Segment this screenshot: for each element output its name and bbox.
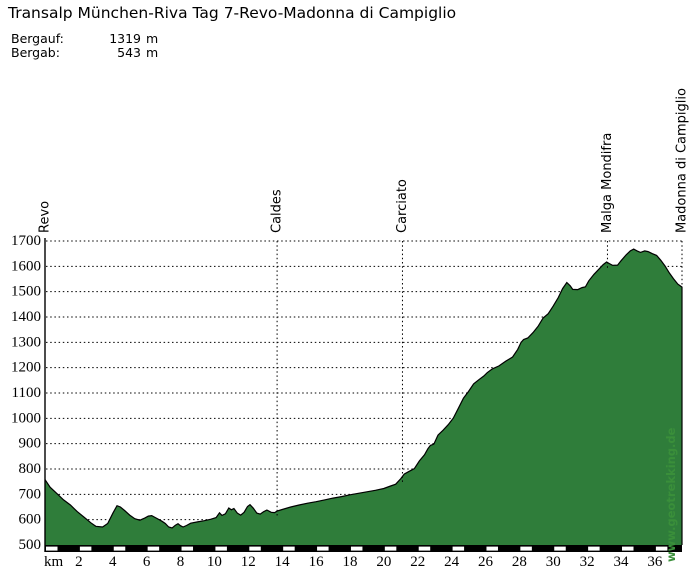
- x-tick-label: 34: [614, 554, 630, 570]
- stat-bergauf-label: Bergauf:: [11, 31, 64, 46]
- watermark-text: www.geotrekking.de: [664, 427, 678, 562]
- x-tick-label: 28: [512, 554, 527, 570]
- km-scalebar-dash: [554, 546, 566, 551]
- y-tick-label: 1400: [11, 309, 41, 325]
- y-tick-label: 1500: [11, 284, 41, 300]
- stat-bergauf-value: 1319: [109, 31, 141, 46]
- stat-bergab-unit: m: [146, 45, 159, 60]
- km-scalebar-dash: [486, 546, 498, 551]
- y-tick-label: 500: [19, 537, 42, 553]
- km-scalebar-dash: [249, 546, 261, 551]
- x-tick-label: 22: [410, 554, 425, 570]
- y-tick-label: 800: [19, 461, 42, 477]
- km-scalebar-dash: [655, 546, 668, 551]
- y-tick-label: 1200: [11, 360, 41, 376]
- km-scalebar-dash: [79, 546, 92, 551]
- y-tick-label: 900: [19, 436, 42, 452]
- x-tick-label: 8: [177, 554, 185, 570]
- y-tick-label: 1000: [11, 410, 41, 426]
- stats-block: Bergauf: 1319 m Bergab: 543 m: [11, 32, 158, 60]
- km-scalebar-dash: [588, 546, 600, 551]
- y-tick-label: 600: [19, 512, 42, 528]
- km-scalebar-dash: [520, 546, 532, 551]
- y-tick-label: 1300: [11, 334, 41, 350]
- km-scalebar-dash: [181, 546, 194, 551]
- stat-bergauf: Bergauf: 1319 m: [11, 32, 158, 46]
- x-tick-label: 30: [546, 554, 561, 570]
- x-tick-label: 20: [376, 554, 391, 570]
- y-tick-label: 1600: [11, 258, 41, 274]
- x-tick-label: 12: [241, 554, 256, 570]
- km-scalebar-dash: [452, 546, 465, 551]
- y-tick-label: 1700: [11, 233, 41, 249]
- x-tick-label: 18: [342, 554, 357, 570]
- x-tick-label: 26: [478, 554, 494, 570]
- km-scalebar-dash: [147, 546, 160, 551]
- stat-bergauf-unit: m: [146, 31, 159, 46]
- km-scalebar-dash: [215, 546, 227, 551]
- waypoint-label: Madonna di Campiglio: [675, 88, 690, 233]
- x-tick-label: 36: [647, 554, 663, 570]
- waypoint-label: Revo: [38, 201, 53, 233]
- x-tick-label: 14: [275, 554, 291, 570]
- profile-area: [45, 249, 682, 545]
- x-tick-label: 10: [207, 554, 222, 570]
- km-scalebar-dash: [418, 546, 431, 551]
- x-tick-label: 2: [75, 554, 83, 570]
- y-tick-label: 1100: [12, 385, 41, 401]
- km-scalebar-dash: [317, 546, 329, 551]
- waypoint-label: Carciato: [395, 179, 410, 233]
- profile-outline: [44, 248, 683, 545]
- page-title: Transalp München-Riva Tag 7-Revo-Madonna…: [8, 4, 457, 22]
- x-tick-label: 24: [444, 554, 460, 570]
- km-scalebar-dash: [384, 546, 397, 551]
- x-tick-label: 16: [309, 554, 325, 570]
- x-tick-label: 32: [580, 554, 595, 570]
- x-axis-unit-label: km: [44, 554, 64, 570]
- km-scalebar-dash: [622, 546, 634, 551]
- waypoint-label: Malga Mondifra: [600, 133, 615, 233]
- stat-bergab: Bergab: 543 m: [11, 46, 158, 60]
- km-scalebar: [45, 545, 682, 552]
- km-scalebar-dash: [113, 546, 126, 551]
- stat-bergab-label: Bergab:: [11, 45, 60, 60]
- stat-bergab-value: 543: [117, 45, 141, 60]
- x-tick-label: 6: [143, 554, 151, 570]
- waypoint-label: Caldes: [270, 189, 285, 233]
- km-scalebar-dash: [283, 546, 295, 551]
- x-tick-label: 4: [109, 554, 117, 570]
- y-tick-label: 700: [19, 486, 42, 502]
- km-scalebar-dash: [46, 546, 58, 551]
- km-scalebar-dash: [350, 546, 363, 551]
